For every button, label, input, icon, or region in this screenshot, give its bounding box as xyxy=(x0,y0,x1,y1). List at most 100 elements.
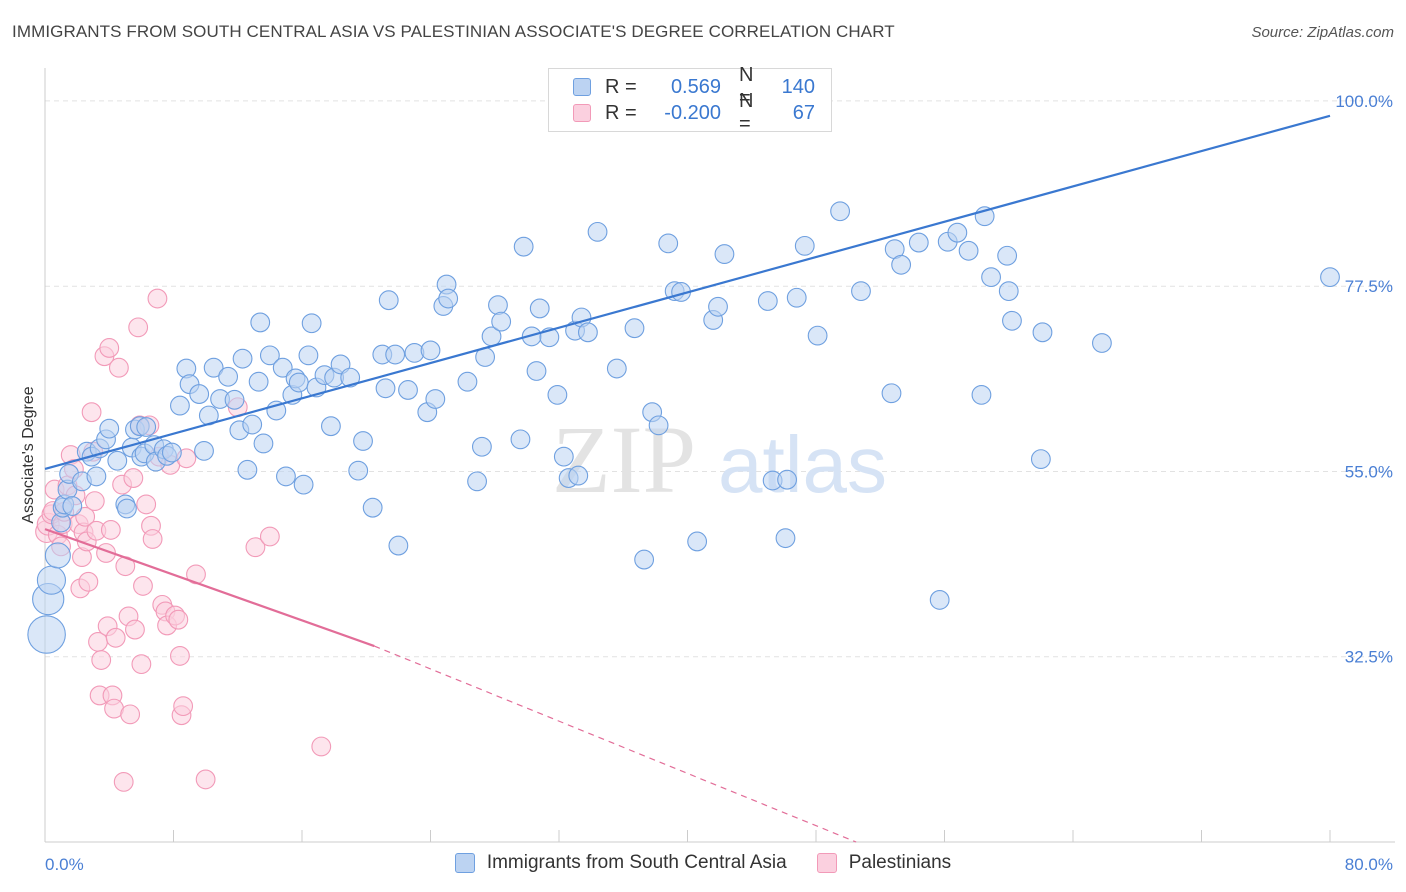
south-central-asia-point xyxy=(348,460,369,481)
palestinians-point xyxy=(123,468,144,488)
palestinians-point xyxy=(170,646,190,666)
x-tick-label: 0.0% xyxy=(45,855,84,874)
south-central-asia-point xyxy=(777,469,797,490)
palestinians-point xyxy=(125,619,145,640)
palestinians-point xyxy=(99,338,120,358)
south-central-asia-point xyxy=(253,433,274,454)
palestinians-point xyxy=(245,537,266,558)
palestinians-point xyxy=(120,704,141,725)
south-central-asia-point xyxy=(471,436,492,457)
palestinians-point xyxy=(105,627,126,648)
legend-label-south-central-asia: Immigrants from South Central Asia xyxy=(486,852,787,873)
south-central-asia-point xyxy=(624,318,645,339)
south-central-asia-point xyxy=(276,466,296,487)
palestinians-point xyxy=(173,696,194,717)
south-central-asia-point xyxy=(553,446,574,467)
source-label: Source: ZipAtlas.com xyxy=(1251,24,1394,41)
palestinians-point xyxy=(131,654,152,675)
y-axis-label: Associate's Degree xyxy=(20,386,37,523)
south-central-asia-point xyxy=(997,245,1018,266)
south-central-asia-point xyxy=(170,395,190,416)
palestinians-point xyxy=(128,317,149,338)
south-central-asia-point xyxy=(353,431,373,451)
south-central-asia-point xyxy=(250,312,271,333)
pink-n-value: 67 xyxy=(792,101,815,124)
south-central-asia-point xyxy=(161,442,182,463)
y-tick-label: 100.0% xyxy=(1335,92,1393,111)
south-central-asia-point xyxy=(606,358,627,379)
south-central-asia-point xyxy=(385,344,406,365)
south-central-asia-point xyxy=(547,384,568,405)
south-central-asia-point xyxy=(786,287,807,308)
south-central-asia-point xyxy=(851,281,871,302)
south-central-asia-point xyxy=(981,267,1001,288)
palestinians-point xyxy=(113,771,134,792)
south-central-asia-point xyxy=(578,322,598,343)
south-central-asia-point xyxy=(587,221,608,242)
stats-legend: R = 0.569 N = 140 R = -0.200 N = 67 xyxy=(548,64,832,135)
blue-swatch xyxy=(454,853,475,873)
n-label: N = xyxy=(739,90,754,135)
south-central-asia-point xyxy=(340,367,361,388)
south-central-asia-point xyxy=(1320,267,1340,288)
south-central-asia-point xyxy=(232,348,253,369)
south-central-asia-point xyxy=(457,371,478,392)
y-tick-label: 77.5% xyxy=(1345,277,1393,296)
south-central-asia-point xyxy=(44,542,71,569)
palestinians-point xyxy=(75,506,96,527)
south-central-asia-point xyxy=(218,366,239,387)
pink-r-value: -0.200 xyxy=(664,101,721,124)
south-central-asia-point xyxy=(378,290,399,311)
south-central-asia-point xyxy=(425,389,446,409)
south-central-asia-point xyxy=(86,466,107,487)
south-central-asia-point xyxy=(224,389,245,410)
south-central-asia-point xyxy=(1030,449,1051,470)
south-central-asia-point xyxy=(891,254,912,275)
south-central-asia-point xyxy=(648,415,669,436)
axes xyxy=(44,68,1395,843)
x-tick-label: 80.0% xyxy=(1345,855,1393,874)
south-central-asia-point xyxy=(438,288,459,309)
south-central-asia-point xyxy=(117,498,137,519)
south-central-asia-point xyxy=(62,496,83,516)
south-central-asia-points xyxy=(27,201,1340,654)
south-central-asia-point xyxy=(388,535,409,556)
watermark-zip: ZIP xyxy=(552,406,696,513)
legend-item-south-central-asia[interactable]: Immigrants from South Central Asia xyxy=(454,852,787,874)
south-central-asia-point xyxy=(362,497,383,518)
gridlines xyxy=(45,100,1395,658)
south-central-asia-point xyxy=(321,416,341,437)
south-central-asia-point xyxy=(293,474,314,495)
south-central-asia-point xyxy=(27,615,66,654)
south-central-asia-point xyxy=(708,296,728,317)
watermark-atlas: atlas xyxy=(718,420,887,509)
palestinians-point xyxy=(142,529,163,549)
palestinians-trend-line xyxy=(44,528,375,648)
south-central-asia-point xyxy=(634,549,655,570)
south-central-asia-point xyxy=(526,361,547,381)
south-central-asia-point xyxy=(203,357,224,378)
trend-lines xyxy=(44,114,1331,843)
south-central-asia-point xyxy=(99,418,120,439)
south-central-asia-point xyxy=(687,531,708,552)
blue-n-value: 140 xyxy=(781,75,815,98)
blue-r-value: 0.569 xyxy=(670,75,721,98)
south-central-asia-point xyxy=(298,345,319,366)
palestinians-point xyxy=(133,576,153,596)
south-central-asia-point xyxy=(757,291,778,311)
south-central-asia-trend-line xyxy=(44,114,1331,471)
palestinians-point xyxy=(100,520,121,540)
palestinians-point xyxy=(259,526,280,547)
watermark: ZIP atlas xyxy=(552,406,887,513)
south-central-asia-point xyxy=(714,244,735,264)
south-central-asia-point xyxy=(807,325,828,346)
south-central-asia-point xyxy=(775,528,796,549)
south-central-asia-point xyxy=(136,417,157,437)
legend-item-palestinians[interactable]: Palestinians xyxy=(816,852,951,874)
palestinians-point xyxy=(168,609,189,630)
south-central-asia-point xyxy=(794,235,815,256)
y-tick-label: 32.5% xyxy=(1345,648,1393,667)
south-central-asia-point xyxy=(998,281,1019,302)
palestinians-point xyxy=(84,491,105,512)
